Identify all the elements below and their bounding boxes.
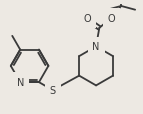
Text: N: N xyxy=(92,42,100,52)
Text: O: O xyxy=(108,14,116,24)
Text: N: N xyxy=(16,78,24,87)
Text: S: S xyxy=(50,85,56,95)
Text: O: O xyxy=(83,14,91,24)
